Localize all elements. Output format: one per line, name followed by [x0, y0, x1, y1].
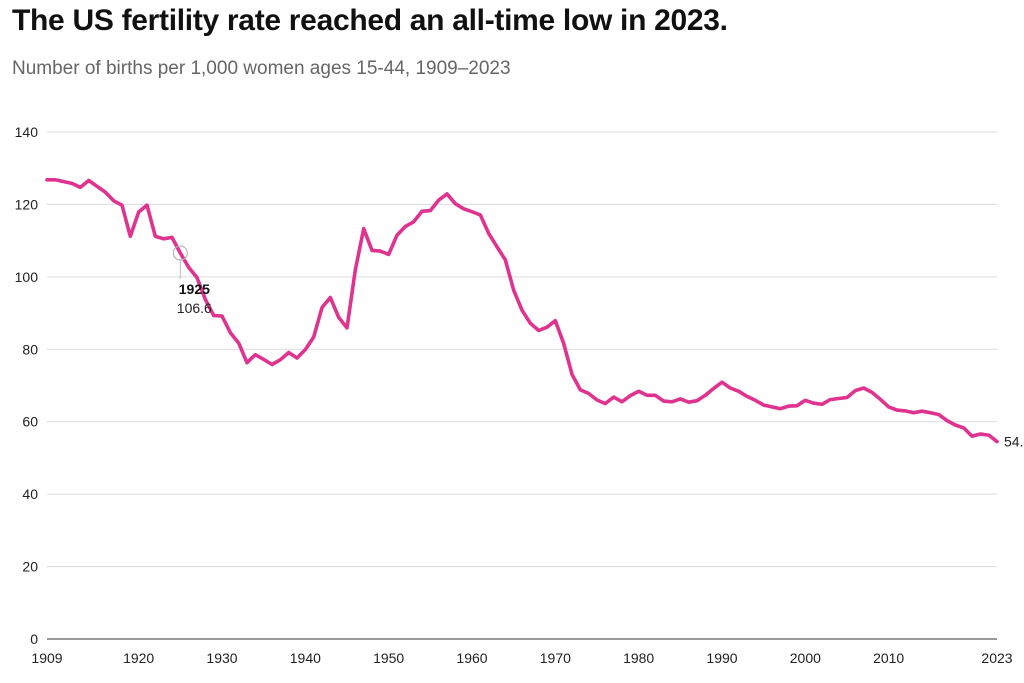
y-tick-label-100: 100: [15, 269, 39, 285]
tooltip-year: 1925: [179, 281, 210, 297]
chart-title: The US fertility rate reached an all-tim…: [12, 4, 728, 37]
y-tick-label-140: 140: [15, 124, 39, 140]
end-value-label: 54.5: [1004, 434, 1024, 450]
x-tick-label-1990: 1990: [706, 650, 737, 666]
y-tick-label-60: 60: [22, 414, 38, 430]
hover-tooltip: 1925 106.6: [172, 245, 212, 316]
series-line-0: [45, 178, 999, 444]
x-tick-label-1930: 1930: [206, 650, 237, 666]
x-tick-label-1970: 1970: [540, 650, 571, 666]
x-tick-label-1980: 1980: [623, 650, 654, 666]
tooltip-marker[interactable]: [172, 245, 188, 261]
x-tick-label-2023: 2023: [981, 650, 1012, 666]
x-axis-ticks: 1909 1920 1930 1940 1950 1960 1970 1980 1990 2000…: [31, 650, 1012, 666]
grid-lines: [47, 131, 997, 640]
x-tick-label-2010: 2010: [873, 650, 904, 666]
x-tick-label-1909: 1909: [31, 650, 62, 666]
chart-subtitle: Number of births per 1,000 women ages 15…: [12, 58, 511, 79]
tooltip-value: 106.6: [177, 300, 212, 316]
y-tick-label-40: 40: [22, 486, 38, 502]
y-axis-ticks: 0 20 40 60 80 100 120 140: [15, 124, 39, 647]
series-layer: [45, 178, 999, 444]
x-tick-label-1920: 1920: [123, 650, 154, 666]
x-tick-label-1940: 1940: [290, 650, 321, 666]
y-tick-label-0: 0: [30, 631, 38, 647]
y-tick-label-80: 80: [22, 341, 38, 357]
x-tick-label-1960: 1960: [456, 650, 487, 666]
x-tick-label-1950: 1950: [373, 650, 404, 666]
y-tick-label-20: 20: [22, 559, 38, 575]
y-tick-label-120: 120: [15, 196, 39, 212]
x-tick-label-2000: 2000: [790, 650, 821, 666]
